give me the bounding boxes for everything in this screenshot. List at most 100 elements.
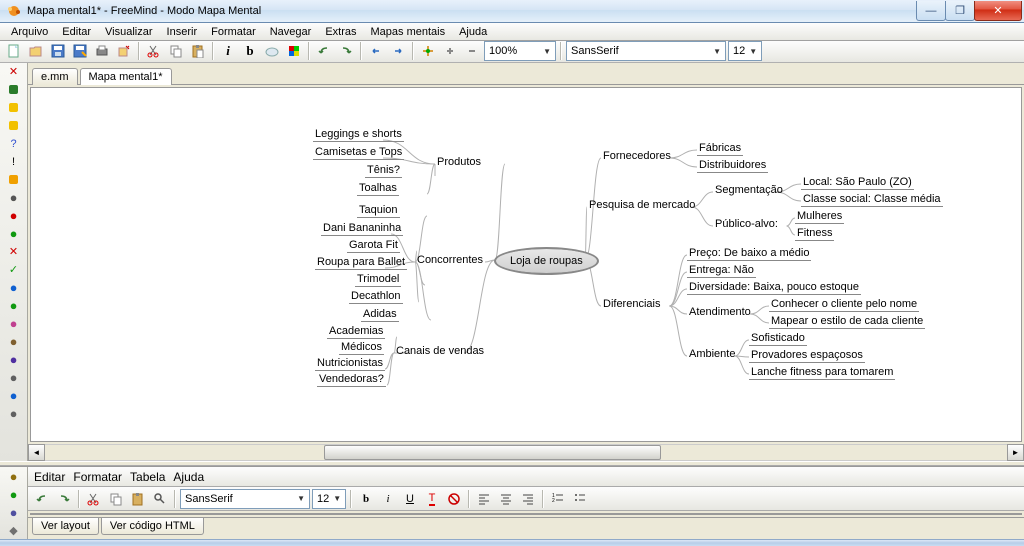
maximize-button[interactable]: ❐ bbox=[945, 1, 975, 21]
palette-icon[interactable]: ● bbox=[7, 407, 21, 421]
mindmap-node[interactable]: Vendedoras? bbox=[317, 373, 386, 387]
editor-tab[interactable]: Ver código HTML bbox=[101, 518, 204, 535]
editor-menu-ajuda[interactable]: Ajuda bbox=[173, 470, 204, 484]
editor-cut-button[interactable] bbox=[84, 489, 104, 509]
saveas-button[interactable] bbox=[70, 41, 90, 61]
align-right-button[interactable] bbox=[518, 489, 538, 509]
palette-icon[interactable] bbox=[7, 101, 21, 115]
editor-underline-button[interactable]: U bbox=[400, 489, 420, 509]
menu-visualizar[interactable]: Visualizar bbox=[98, 24, 160, 40]
mindmap-canvas[interactable]: Loja de roupasProdutosLeggings e shortsC… bbox=[30, 87, 1022, 442]
mindmap-node[interactable]: Classe social: Classe média bbox=[801, 193, 943, 207]
scroll-right-button[interactable]: ► bbox=[1007, 444, 1024, 461]
palette-icon[interactable]: ● bbox=[7, 299, 21, 313]
palette-icon[interactable] bbox=[7, 83, 21, 97]
editor-bold-button[interactable]: b bbox=[356, 489, 376, 509]
mindmap-node[interactable]: Atendimento bbox=[687, 306, 753, 318]
undo-button[interactable] bbox=[314, 41, 334, 61]
align-left-button[interactable] bbox=[474, 489, 494, 509]
mindmap-node[interactable]: Fornecedores bbox=[601, 150, 673, 162]
menu-editar[interactable]: Editar bbox=[55, 24, 98, 40]
mindmap-node[interactable]: Tênis? bbox=[365, 164, 402, 178]
mindmap-node[interactable]: Mulheres bbox=[795, 210, 844, 224]
list-ordered-button[interactable]: 12 bbox=[548, 489, 568, 509]
editor-menu-formatar[interactable]: Formatar bbox=[73, 470, 122, 484]
scroll-left-button[interactable]: ◄ bbox=[28, 444, 45, 461]
bold-button[interactable]: b bbox=[240, 41, 260, 61]
open-button[interactable] bbox=[26, 41, 46, 61]
palette-icon[interactable]: ! bbox=[7, 155, 21, 169]
mindmap-node[interactable]: Público-alvo: bbox=[713, 218, 780, 230]
mindmap-node[interactable]: Garota Fit bbox=[347, 239, 400, 253]
menu-formatar[interactable]: Formatar bbox=[204, 24, 263, 40]
mindmap-node[interactable]: Concorrentes bbox=[415, 254, 485, 266]
palette-icon[interactable] bbox=[7, 173, 21, 187]
mindmap-node[interactable]: Canais de vendas bbox=[394, 345, 486, 357]
palette-icon[interactable]: ? bbox=[7, 137, 21, 151]
palette-icon[interactable]: ● bbox=[7, 389, 21, 403]
mindmap-node[interactable]: Toalhas bbox=[357, 182, 399, 196]
zoom-combo[interactable]: 100%▼ bbox=[484, 41, 556, 61]
mindmap-node[interactable]: Roupa para Ballet bbox=[315, 256, 407, 270]
palette-icon[interactable]: ● bbox=[7, 209, 21, 223]
zoom-fit-icon[interactable] bbox=[418, 41, 438, 61]
mindmap-node[interactable]: Local: São Paulo (ZO) bbox=[801, 176, 914, 190]
palette-icon[interactable]: ● bbox=[7, 353, 21, 367]
font-family-combo[interactable]: SansSerif▼ bbox=[566, 41, 726, 61]
mindmap-node[interactable]: Adidas bbox=[361, 308, 399, 322]
palette-icon[interactable]: ● bbox=[7, 191, 21, 205]
editor-fontsize-combo[interactable]: 12▼ bbox=[312, 489, 346, 509]
menu-navegar[interactable]: Navegar bbox=[263, 24, 319, 40]
editor-paste-button[interactable] bbox=[128, 489, 148, 509]
editor-menu-tabela[interactable]: Tabela bbox=[130, 470, 165, 484]
mindmap-node[interactable]: Leggings e shorts bbox=[313, 128, 404, 142]
menu-inserir[interactable]: Inserir bbox=[160, 24, 205, 40]
mindmap-node[interactable]: Mapear o estilo de cada cliente bbox=[769, 315, 925, 329]
mindmap-node[interactable]: Fábricas bbox=[697, 142, 743, 156]
list-unordered-button[interactable] bbox=[570, 489, 590, 509]
mindmap-node[interactable]: Camisetas e Tops bbox=[313, 146, 404, 160]
mindmap-node[interactable]: Diversidade: Baixa, pouco estoque bbox=[687, 281, 861, 295]
mindmap-node[interactable]: Academias bbox=[327, 325, 385, 339]
palette-icon[interactable]: ✕ bbox=[7, 245, 21, 259]
cloud-button[interactable] bbox=[262, 41, 282, 61]
close-button[interactable]: ✕ bbox=[974, 1, 1022, 21]
palette-icon[interactable]: ◆ bbox=[7, 523, 21, 537]
palette-icon[interactable]: ● bbox=[7, 227, 21, 241]
color-button[interactable] bbox=[284, 41, 304, 61]
zoom-out-icon[interactable] bbox=[462, 41, 482, 61]
zoom-in-icon[interactable] bbox=[440, 41, 460, 61]
mindmap-node[interactable]: Taquion bbox=[357, 204, 400, 218]
palette-icon[interactable]: ● bbox=[7, 505, 21, 519]
menu-mapas mentais[interactable]: Mapas mentais bbox=[364, 24, 453, 40]
mindmap-node[interactable]: Provadores espaçosos bbox=[749, 349, 865, 363]
palette-icon[interactable]: ● bbox=[7, 335, 21, 349]
menu-extras[interactable]: Extras bbox=[318, 24, 363, 40]
mindmap-node[interactable]: Médicos bbox=[339, 341, 384, 355]
map-tab[interactable]: Mapa mental1* bbox=[80, 68, 172, 85]
mindmap-node[interactable]: Decathlon bbox=[349, 290, 403, 304]
mindmap-node[interactable]: Entrega: Não bbox=[687, 264, 756, 278]
mindmap-node[interactable]: Fitness bbox=[795, 227, 834, 241]
mindmap-node[interactable]: Segmentação bbox=[713, 184, 785, 196]
mindmap-node[interactable]: Diferenciais bbox=[601, 298, 662, 310]
menu-ajuda[interactable]: Ajuda bbox=[452, 24, 494, 40]
mindmap-node[interactable]: Dani Bananinha bbox=[321, 222, 403, 236]
mindmap-node[interactable]: Lanche fitness para tomarem bbox=[749, 366, 895, 380]
palette-icon[interactable]: ✓ bbox=[7, 263, 21, 277]
palette-icon[interactable]: ● bbox=[7, 469, 21, 483]
mindmap-node[interactable]: Trimodel bbox=[355, 273, 401, 287]
horizontal-scrollbar[interactable]: ◄ ► bbox=[28, 444, 1024, 461]
save-button[interactable] bbox=[48, 41, 68, 61]
cut-button[interactable] bbox=[144, 41, 164, 61]
mindmap-node[interactable]: Nutricionistas bbox=[315, 357, 385, 371]
close-map-button[interactable] bbox=[114, 41, 134, 61]
palette-icon[interactable] bbox=[7, 119, 21, 133]
editor-undo-button[interactable] bbox=[32, 489, 52, 509]
editor-font-combo[interactable]: SansSerif▼ bbox=[180, 489, 310, 509]
mindmap-node[interactable]: Ambiente bbox=[687, 348, 737, 360]
editor-tab[interactable]: Ver layout bbox=[32, 518, 99, 535]
italic-button[interactable]: i bbox=[218, 41, 238, 61]
font-size-combo[interactable]: 12▼ bbox=[728, 41, 762, 61]
minimize-button[interactable]: — bbox=[916, 1, 946, 21]
